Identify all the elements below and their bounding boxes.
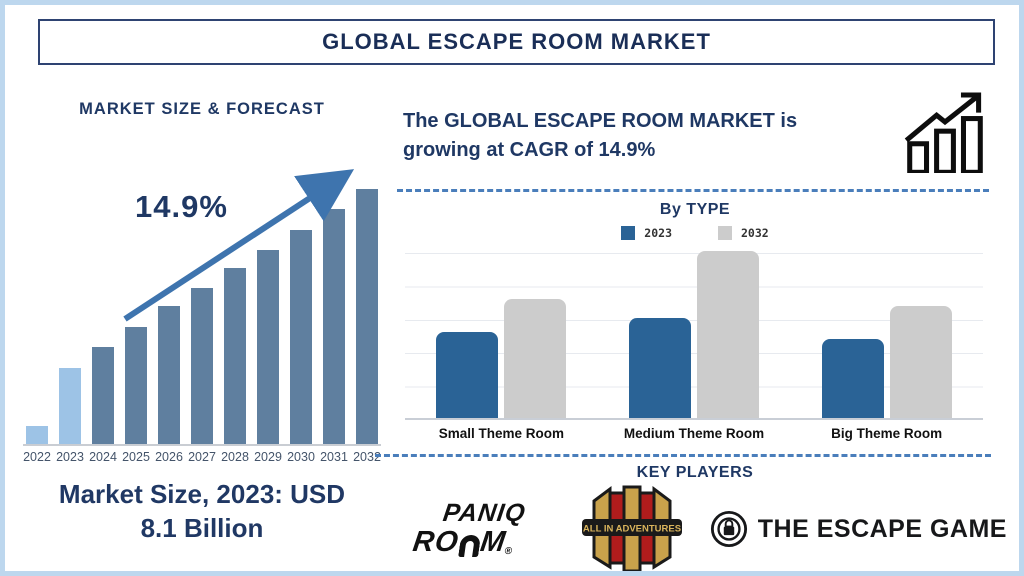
market-size-caption: Market Size, 2023: USD 8.1 Billion [23,478,381,546]
by-type-category-labels: Small Theme Room Medium Theme Room Big The… [405,426,983,441]
forecast-bar-column [56,127,84,444]
all-in-adventures-logo: ALL IN ADVENTURES [582,485,683,571]
forecast-bar-column [221,127,249,444]
legend-swatch-2023 [621,226,636,240]
forecast-bar-column [353,127,381,444]
the-escape-game-logo: THE ESCAPE GAME [710,510,1007,548]
key-players-logos: PANIQ RO M ® ALL IN ADVENTURES THE [411,483,1007,571]
forecast-bars [23,127,381,446]
paniq-word-top: PANIQ [441,499,528,527]
legend-item-2032: 2032 [718,226,769,240]
forecast-bar-column [188,127,216,444]
year-label-2024: 2024 [89,450,117,464]
forecast-bar-2029 [257,250,279,444]
market-size-panel: MARKET SIZE & FORECAST 2022 2023 2024 2025 2… [23,100,381,546]
year-label-2029: 2029 [254,450,282,464]
by-type-title: By TYPE [659,201,731,218]
dashed-separator-bottom [375,454,991,457]
year-label-2028: 2028 [221,450,249,464]
forecast-bar-2023 [59,367,81,444]
year-label-2022: 2022 [23,450,51,464]
forecast-bar-2024 [92,347,114,444]
type-bar-2032 [889,306,952,418]
type-group [598,251,791,418]
year-label-2027: 2027 [188,450,216,464]
forecast-bar-column [23,127,51,444]
year-label-2026: 2026 [155,450,183,464]
legend-item-2023: 2023 [621,226,672,240]
forecast-bar-2028 [224,268,246,444]
forecast-heading: MARKET SIZE & FORECAST [79,100,325,118]
forecast-bar-2022 [26,426,48,444]
category-label: Big Theme Room [831,426,943,441]
registered-mark: ® [503,546,514,557]
cagr-statement: The GLOBAL ESCAPE ROOM MARKET is growing… [403,107,883,165]
type-bar-2032 [697,251,759,418]
forecast-bar-chart: 2022 2023 2024 2025 2026 2027 2028 2029 2030 2031… [23,127,381,464]
year-label-2032: 2032 [353,450,381,464]
forecast-bar-2025 [125,326,147,444]
forecast-bar-column [122,127,150,444]
cagr-statement-line-1: The GLOBAL ESCAPE ROOM MARKET is [403,110,798,132]
legend-label-2023: 2023 [644,226,672,240]
paniq-word-bottom: RO M ® [410,526,555,558]
forecast-bar-column [89,127,117,444]
year-label-2025: 2025 [122,450,150,464]
type-group [790,253,983,418]
growth-chart-icon [904,92,983,173]
legend-label-2032: 2032 [741,226,769,240]
caption-line-1: Market Size, 2023: USD [58,479,346,509]
category-label: Medium Theme Room [623,426,765,441]
type-group [405,253,598,418]
forecast-bar-column [320,127,348,444]
padlock-o-icon [457,535,481,557]
year-label-2031: 2031 [320,450,348,464]
forecast-bar-column [287,127,315,444]
cagr-statement-line-2: growing at CAGR of 14.9% [403,139,656,161]
by-type-legend: 2023 2032 [400,226,990,240]
forecast-year-axis: 2022 2023 2024 2025 2026 2027 2028 2029 2030 2031… [23,450,381,468]
dashed-separator-top [397,189,989,192]
lock-circle-icon [710,510,747,548]
forecast-bar-2026 [158,306,180,444]
type-bar-2023 [436,332,499,418]
by-type-bar-chart [405,251,983,420]
paniq-word-bottom-left: RO [410,526,461,558]
caption-line-2: 8.1 Billion [140,512,264,543]
title-bar: GLOBAL ESCAPE ROOM MARKET [38,19,995,65]
forecast-bar-column [254,127,282,444]
cagr-annotation: 14.9% [135,189,228,224]
year-label-2023: 2023 [56,450,84,464]
type-bar-2023 [629,317,691,418]
forecast-bar-2027 [191,288,213,444]
year-label-2030: 2030 [287,450,315,464]
page-title: GLOBAL ESCAPE ROOM MARKET [322,29,711,54]
category-label: Small Theme Room [438,426,564,441]
legend-swatch-2032 [718,226,732,240]
forecast-bar-column [155,127,183,444]
teg-wordmark: THE ESCAPE GAME [757,514,1007,543]
type-bar-2032 [504,299,567,418]
aia-banner-text: ALL IN ADVENTURES [583,524,681,535]
forecast-bar-2030 [290,229,312,444]
type-bar-2023 [821,338,884,418]
key-players-title: KEY PLAYERS [636,464,754,481]
paniq-room-logo: PANIQ RO M ® [410,499,559,558]
forecast-bar-2031 [323,209,345,444]
forecast-bar-2032 [356,189,378,444]
